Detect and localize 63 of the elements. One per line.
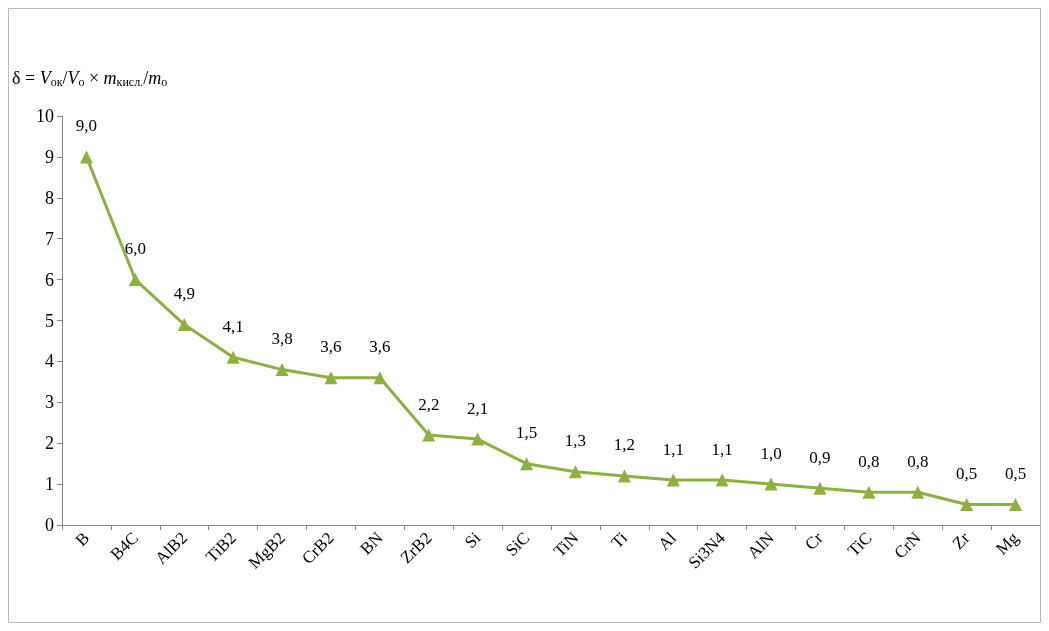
x-tick-label: Ti bbox=[607, 528, 632, 552]
data-label: 0,5 bbox=[1004, 464, 1027, 484]
data-label: 9,0 bbox=[75, 116, 98, 136]
point bbox=[862, 485, 876, 499]
data-label: 1,1 bbox=[662, 439, 684, 459]
y-tick-label: 7 bbox=[45, 228, 54, 249]
data-label: 2,2 bbox=[418, 394, 440, 414]
point bbox=[764, 477, 778, 491]
data-label: 3,6 bbox=[320, 337, 342, 357]
y-tick-label: 8 bbox=[45, 187, 54, 208]
data-label: 2,1 bbox=[467, 398, 489, 418]
data-label: 1,0 bbox=[760, 443, 782, 463]
point bbox=[177, 318, 191, 332]
data-label: 1,2 bbox=[613, 435, 635, 455]
data-label: 1,1 bbox=[711, 439, 733, 459]
data-label: 0,8 bbox=[907, 451, 929, 471]
point bbox=[715, 473, 729, 487]
x-tick-label: Zr bbox=[948, 528, 974, 554]
x-tick-label: CrN bbox=[890, 528, 925, 563]
point bbox=[128, 273, 142, 287]
y-tick-label: 5 bbox=[45, 310, 54, 331]
point bbox=[568, 465, 582, 479]
point bbox=[666, 473, 680, 487]
y-tick-label: 9 bbox=[45, 146, 54, 167]
data-label: 3,6 bbox=[369, 337, 391, 357]
data-label: 0,5 bbox=[956, 464, 978, 484]
y-tick-label: 3 bbox=[45, 392, 54, 413]
y-tick-label: 10 bbox=[36, 106, 54, 126]
x-tick-label: TiN bbox=[549, 528, 583, 561]
x-tick-label: Mg bbox=[992, 527, 1023, 559]
x-tick-label: SiC bbox=[501, 528, 534, 560]
y-tick-label: 1 bbox=[45, 474, 54, 495]
point bbox=[373, 371, 387, 385]
point bbox=[960, 498, 974, 512]
data-label: 1,3 bbox=[564, 431, 587, 451]
point bbox=[422, 428, 436, 442]
data-label: 0,8 bbox=[858, 451, 880, 471]
x-tick-label: B bbox=[71, 528, 94, 550]
x-tick-label: Al bbox=[654, 528, 681, 554]
point bbox=[1009, 498, 1023, 512]
point bbox=[617, 469, 631, 483]
x-tick-label: Cr bbox=[801, 528, 827, 554]
point bbox=[324, 371, 338, 385]
point bbox=[813, 481, 827, 495]
point bbox=[226, 350, 240, 364]
data-label: 6,0 bbox=[124, 239, 146, 259]
x-tick-label: BN bbox=[356, 528, 387, 559]
y-tick-label: 0 bbox=[45, 515, 54, 535]
data-label: 4,1 bbox=[222, 316, 244, 336]
point bbox=[911, 485, 925, 499]
point bbox=[275, 363, 289, 377]
x-tick-label: Si bbox=[460, 528, 485, 552]
data-label: 4,9 bbox=[173, 284, 195, 304]
data-label: 3,8 bbox=[271, 329, 293, 349]
y-tick-label: 6 bbox=[45, 269, 54, 290]
y-tick-label: 4 bbox=[45, 351, 54, 372]
point bbox=[520, 457, 534, 471]
data-label: 0,9 bbox=[809, 447, 831, 467]
point bbox=[471, 432, 485, 446]
data-label: 1,5 bbox=[515, 423, 538, 443]
y-tick-label: 2 bbox=[45, 433, 54, 454]
x-tick-label: TiC bbox=[843, 528, 876, 560]
point bbox=[79, 150, 93, 164]
